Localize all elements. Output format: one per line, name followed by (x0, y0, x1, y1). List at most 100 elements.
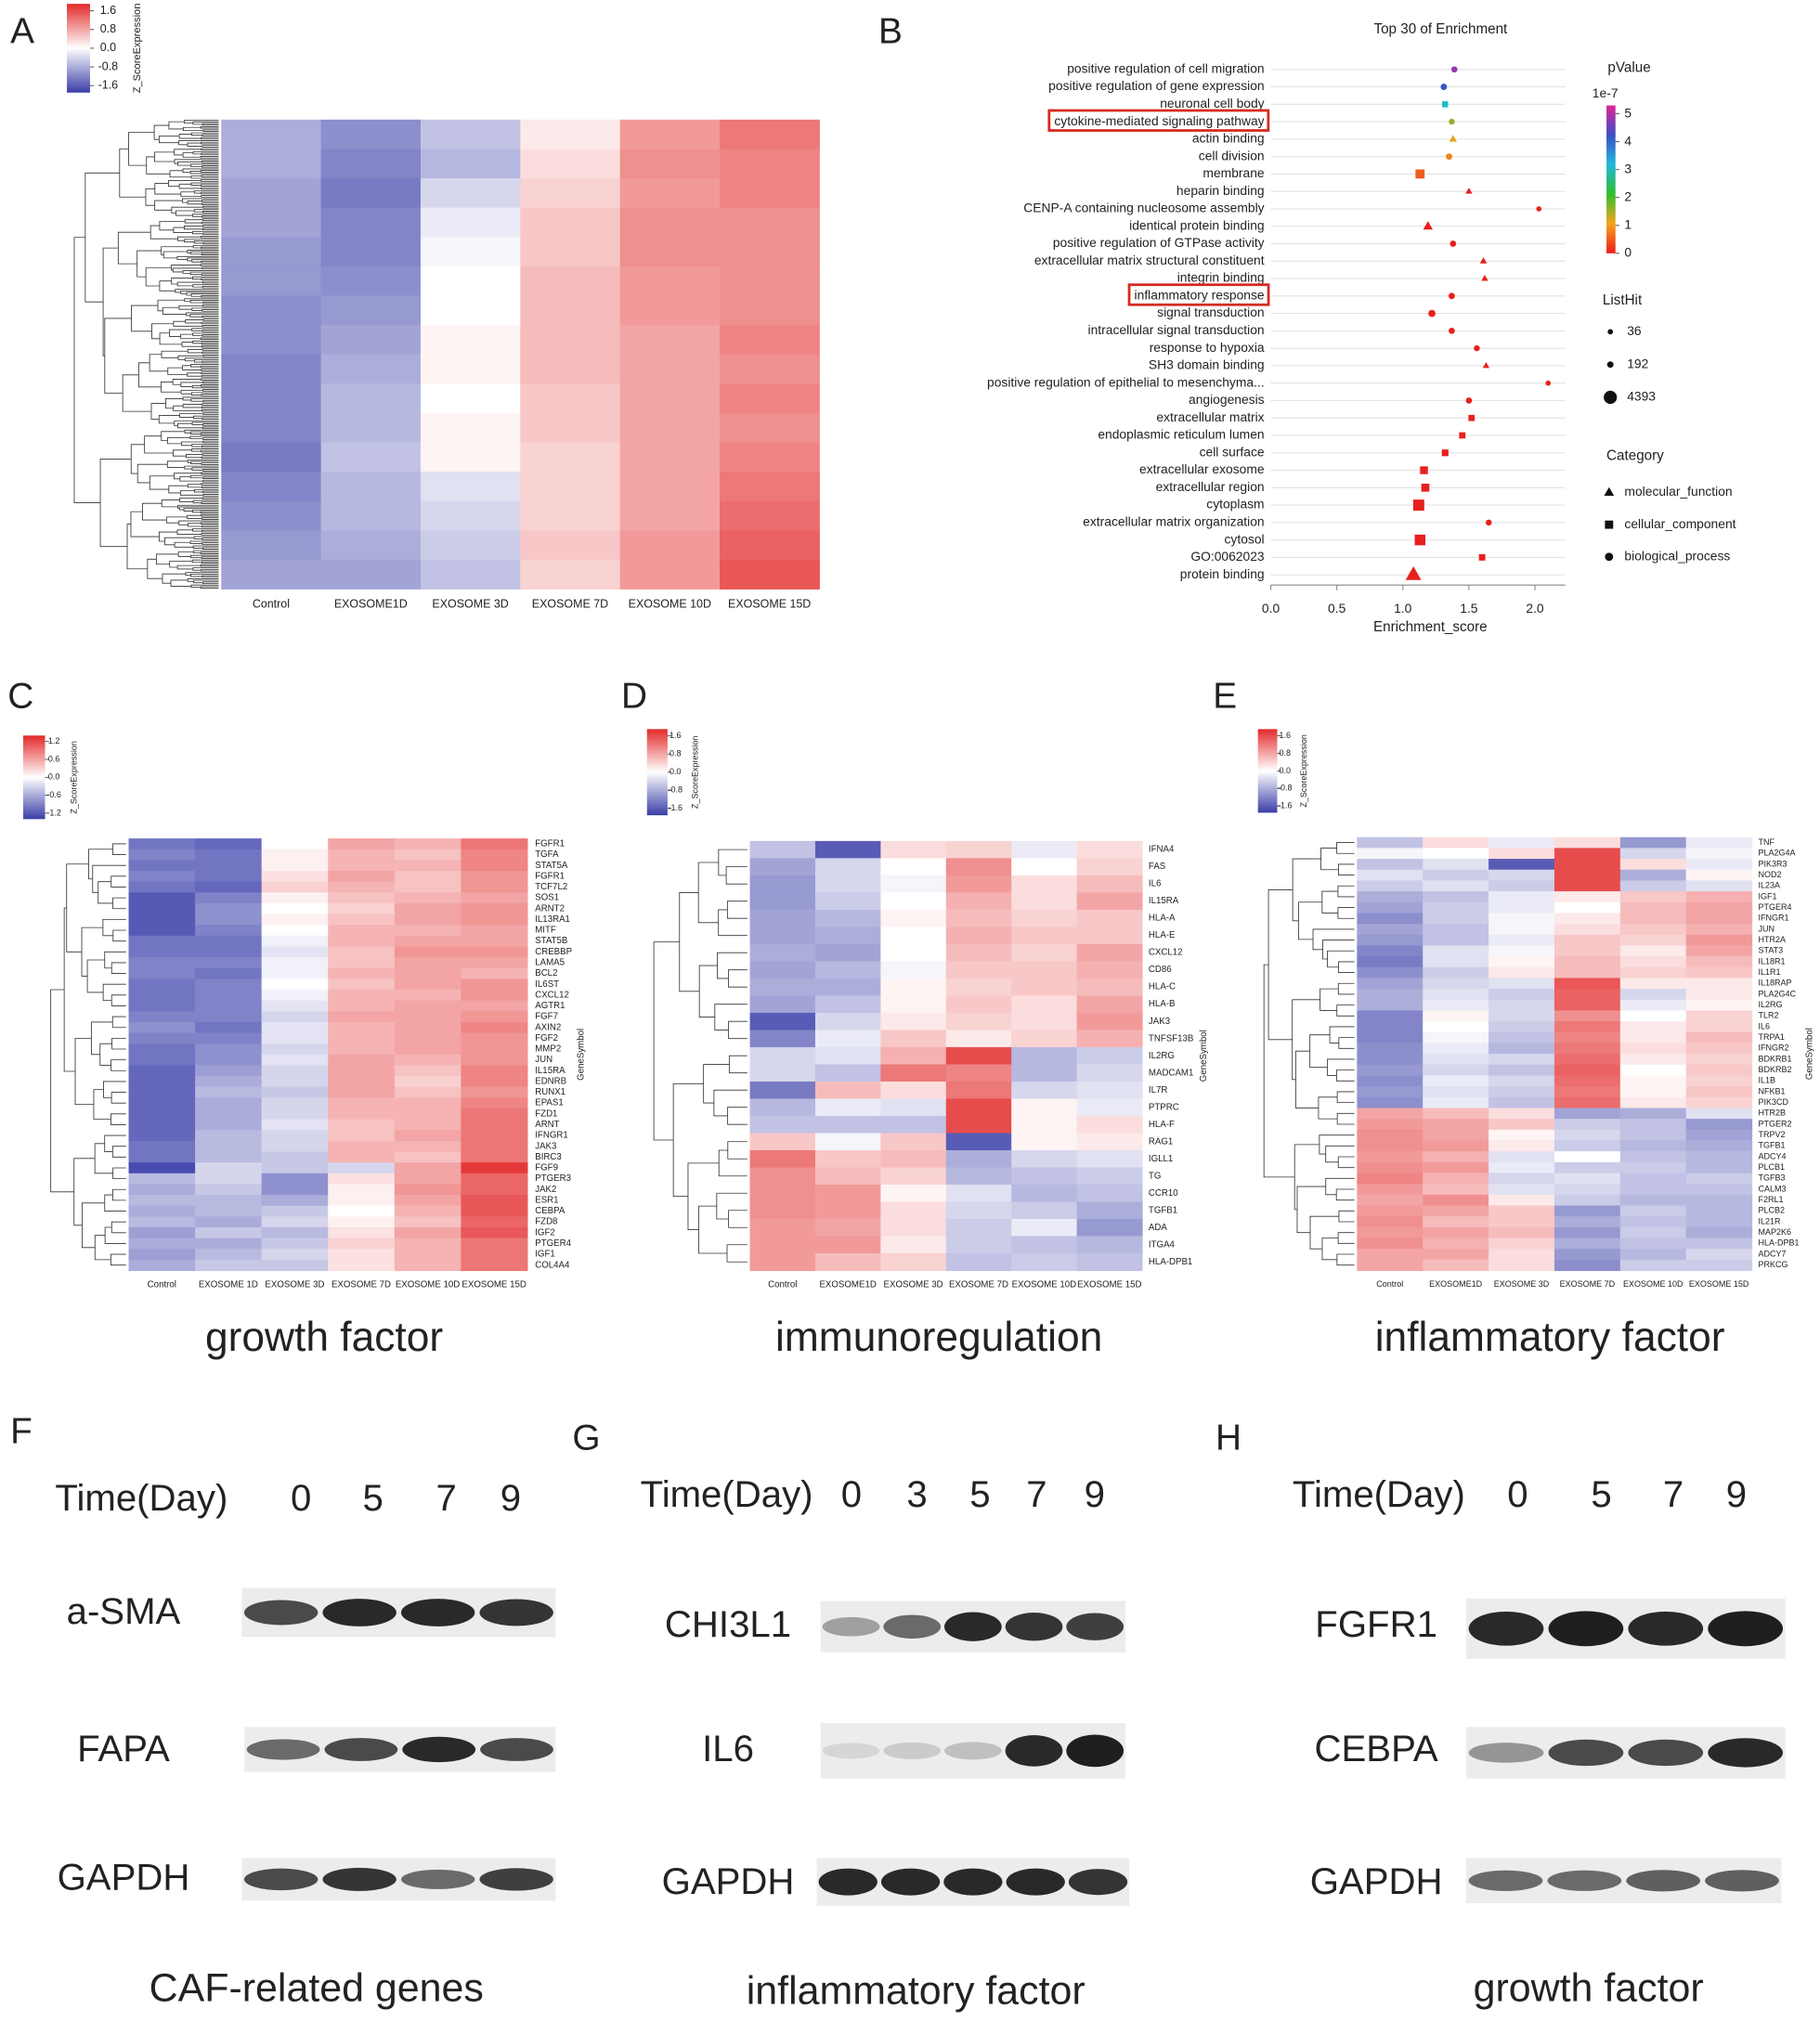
dendrogram (170, 265, 202, 271)
heatmap-cell (1685, 1259, 1753, 1272)
dendrogram (1338, 1210, 1355, 1223)
heatmap-cell (261, 838, 329, 850)
colorbar-tick-label: -0.8 (98, 59, 119, 72)
dendrogram (714, 1004, 748, 1030)
x-tick-label: EXOSOME 15D (1077, 1279, 1141, 1290)
heatmap-cell (221, 178, 322, 209)
gene-label: PLCB2 (1759, 1206, 1786, 1215)
marker (1605, 552, 1614, 562)
gene-label: FGFR1 (535, 838, 565, 849)
dendrogram (192, 550, 219, 554)
dendrogram (201, 456, 219, 460)
dendrogram (168, 485, 188, 494)
protein-label: FGFR1 (1315, 1603, 1437, 1645)
dendrogram (104, 1194, 126, 1212)
heatmap-cell (814, 909, 881, 927)
dendrogram (718, 909, 748, 937)
blot-band (480, 1738, 553, 1761)
heatmap-cell (261, 1054, 329, 1067)
heatmap-cell (420, 149, 521, 179)
heatmap-cell (420, 530, 521, 561)
heatmap-cell (1423, 1194, 1489, 1207)
colorbar (22, 735, 46, 820)
blot-band (1548, 1611, 1624, 1647)
y-axis-label: GeneSymbol (1199, 1030, 1209, 1082)
heatmap-cell (1685, 1140, 1753, 1152)
dendrogram (202, 381, 219, 384)
heatmap-cell (195, 1086, 263, 1098)
blot-band (400, 1599, 475, 1627)
dendrogram (162, 251, 188, 259)
heatmap-cell (1357, 1238, 1424, 1250)
heatmap-cell (945, 1149, 1012, 1169)
heatmap-cell (221, 442, 322, 473)
heatmap-cell (221, 530, 322, 561)
dendrogram (190, 431, 219, 434)
heatmap-cell (1423, 1216, 1489, 1228)
heatmap-cell (1685, 1238, 1753, 1250)
heatmap-cell (945, 909, 1012, 927)
heatmap-cell (1619, 1226, 1687, 1239)
heatmap-cell (320, 207, 422, 238)
heatmap-cell (749, 1012, 816, 1030)
heatmap-cell (1685, 1096, 1753, 1109)
dendrogram (84, 172, 120, 303)
gene-label: IFNGR1 (1759, 914, 1789, 923)
dendrogram (154, 200, 183, 211)
x-axis-label: Enrichment_score (1373, 619, 1488, 635)
heatmap-cell (328, 1119, 396, 1131)
dendrogram (1338, 863, 1355, 875)
heatmap-cell (1488, 1054, 1555, 1066)
heatmap-cell (461, 1151, 528, 1163)
dendrogram (180, 333, 202, 340)
heatmap-cell (1488, 956, 1555, 968)
dendrogram (1335, 1188, 1355, 1201)
blot-band (1547, 1870, 1622, 1891)
gene-label: NFKB1 (1759, 1086, 1786, 1095)
blot-band (1705, 1870, 1779, 1892)
x-tick-label: 1.0 (1394, 601, 1412, 616)
blot-band (243, 1868, 318, 1891)
heatmap-cell (814, 1115, 881, 1134)
gene-label: EPAS1 (535, 1098, 564, 1108)
heatmap-cell (945, 1184, 1012, 1203)
heatmap-cell (221, 149, 322, 179)
heatmap-cell (1423, 891, 1489, 903)
heatmap-cell (461, 838, 528, 850)
dendrogram (155, 553, 179, 565)
heatmap-cell (1554, 1140, 1621, 1152)
marker (1481, 275, 1488, 281)
y-axis-label: GeneSymbol (1804, 1028, 1814, 1080)
dendrogram (201, 273, 219, 276)
heatmap-cell (261, 1108, 329, 1121)
dendrogram (73, 1158, 96, 1226)
dendrogram (154, 151, 175, 162)
heatmap-cell (261, 1205, 329, 1217)
dendrogram (193, 209, 219, 213)
dendrogram (201, 152, 219, 156)
heatmap-cell (814, 1064, 881, 1082)
blot-band (944, 1612, 1002, 1641)
heatmap-cell (1357, 1075, 1424, 1087)
gene-label: JAK3 (1149, 1017, 1170, 1027)
x-tick-label: EXOSOME 3D (884, 1279, 943, 1290)
heatmap-cell (1357, 956, 1424, 968)
heatmap-cell (619, 472, 721, 502)
heatmap-cell (814, 1253, 881, 1272)
heatmap-cell (461, 1140, 528, 1153)
heatmap-cell (880, 1064, 947, 1082)
marker (1415, 169, 1425, 179)
gene-label: CEBPA (535, 1206, 566, 1216)
heatmap-cell (1423, 913, 1489, 925)
dendrogram (717, 952, 748, 979)
gene-label: ARNT2 (535, 903, 565, 914)
dendrogram (200, 125, 219, 129)
dendrogram (174, 541, 194, 548)
heatmap-cell (128, 1205, 196, 1217)
heatmap-cell (1357, 978, 1424, 990)
x-tick-label: EXOSOME 10D (629, 597, 711, 610)
heatmap-cell (945, 978, 1012, 996)
heatmap-cell (1011, 978, 1078, 996)
heatmap-cell (394, 1173, 462, 1185)
term-label: CENP-A containing nucleosome assembly (1023, 201, 1264, 215)
